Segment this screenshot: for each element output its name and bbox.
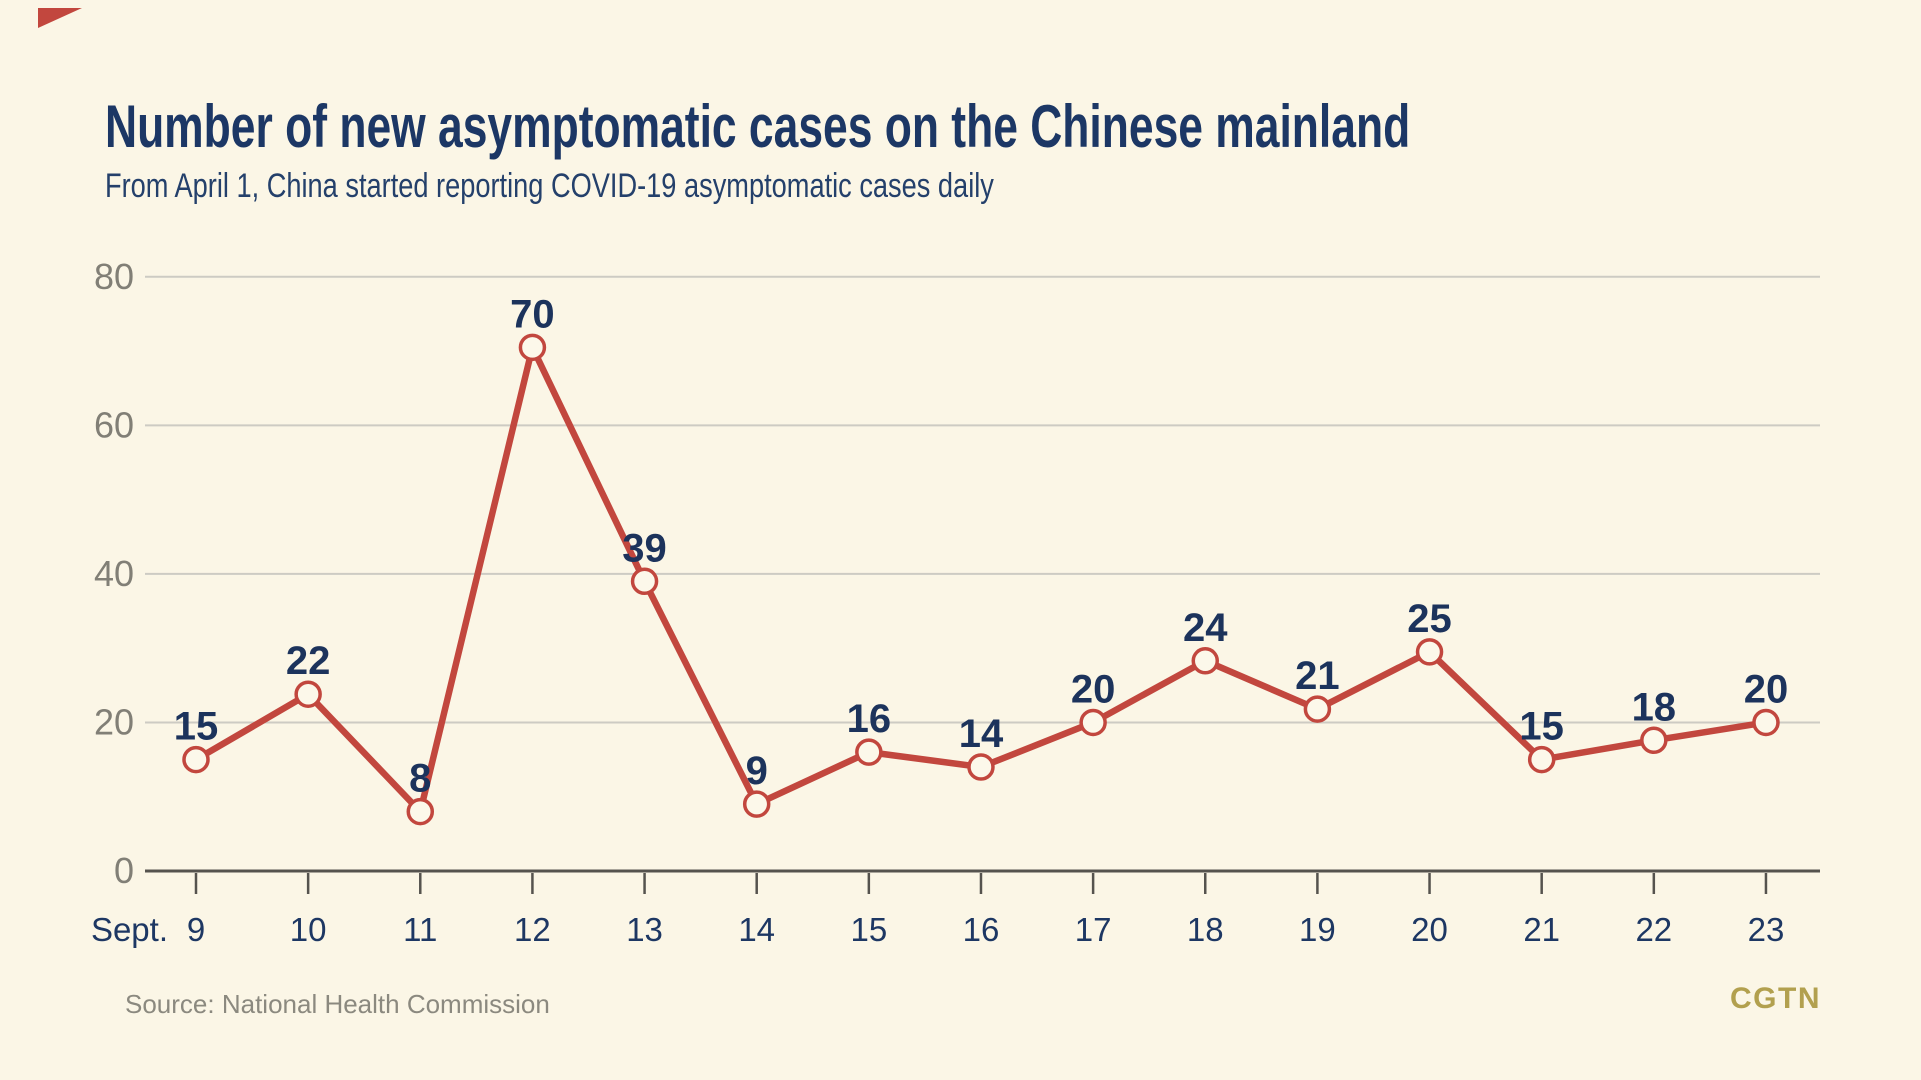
- data-point-marker: [1527, 745, 1556, 774]
- y-axis-label: 60: [94, 404, 134, 445]
- chart-title: Number of new asymptomatic cases on the …: [105, 93, 1411, 160]
- data-point-marker: [855, 738, 883, 766]
- x-axis-label: 11: [403, 911, 437, 948]
- data-point-marker: [406, 797, 435, 826]
- data-point-marker: [1640, 726, 1668, 755]
- x-axis-label: 14: [738, 911, 775, 948]
- data-point-label: 16: [847, 697, 892, 741]
- data-point-label: 70: [510, 292, 555, 336]
- chart-subtitle: From April 1, China started reporting CO…: [105, 167, 994, 205]
- x-axis-label: 9: [187, 911, 205, 948]
- data-point-marker: [630, 567, 659, 596]
- data-point-label: 18: [1632, 685, 1677, 729]
- data-point-label: 8: [409, 757, 431, 801]
- x-axis-label: 21: [1523, 911, 1560, 948]
- x-axis-month-prefix: Sept.: [91, 911, 168, 948]
- data-point-marker: [742, 790, 771, 818]
- x-axis-label: 16: [963, 911, 1000, 948]
- data-point-label: 15: [174, 705, 219, 749]
- cgtn-logo: CGTN: [1730, 982, 1821, 1015]
- x-axis-label: 12: [514, 911, 551, 948]
- data-point-marker: [1191, 647, 1220, 675]
- data-point-label: 14: [959, 712, 1004, 756]
- x-axis-label: 15: [850, 911, 887, 948]
- data-point-label: 22: [286, 639, 331, 683]
- x-axis-label: 18: [1187, 911, 1224, 948]
- y-axis-label: 0: [114, 850, 134, 891]
- y-axis-label: 80: [94, 256, 134, 297]
- corner-mark-icon: [38, 8, 82, 28]
- x-axis-label: 23: [1748, 911, 1785, 948]
- x-axis-label: 13: [626, 911, 663, 948]
- x-axis-label: 20: [1411, 911, 1448, 948]
- data-point-marker: [967, 753, 995, 781]
- x-axis-label: 19: [1299, 911, 1336, 948]
- data-point-label: 9: [746, 749, 768, 793]
- data-point-marker: [1415, 638, 1444, 666]
- data-point-marker: [294, 680, 322, 708]
- source-label: Source: National Health Commission: [125, 989, 550, 1019]
- data-point-label: 20: [1071, 667, 1116, 711]
- y-axis-label: 40: [94, 553, 134, 594]
- y-axis-label: 20: [94, 701, 134, 742]
- data-point-label: 24: [1183, 606, 1228, 650]
- x-axis-label: 17: [1075, 911, 1112, 948]
- data-point-label: 20: [1744, 667, 1789, 711]
- data-point-marker: [1303, 695, 1332, 723]
- data-point-label: 21: [1295, 654, 1340, 698]
- data-point-marker: [518, 333, 547, 362]
- x-axis-label: 10: [290, 911, 327, 948]
- x-axis-label: 22: [1635, 911, 1672, 948]
- data-point-marker: [182, 745, 210, 774]
- data-point-label: 25: [1407, 597, 1452, 641]
- data-point-marker: [1752, 708, 1780, 737]
- data-point-label: 39: [622, 526, 667, 570]
- data-point-marker: [1079, 708, 1107, 737]
- data-point-label: 15: [1519, 705, 1564, 749]
